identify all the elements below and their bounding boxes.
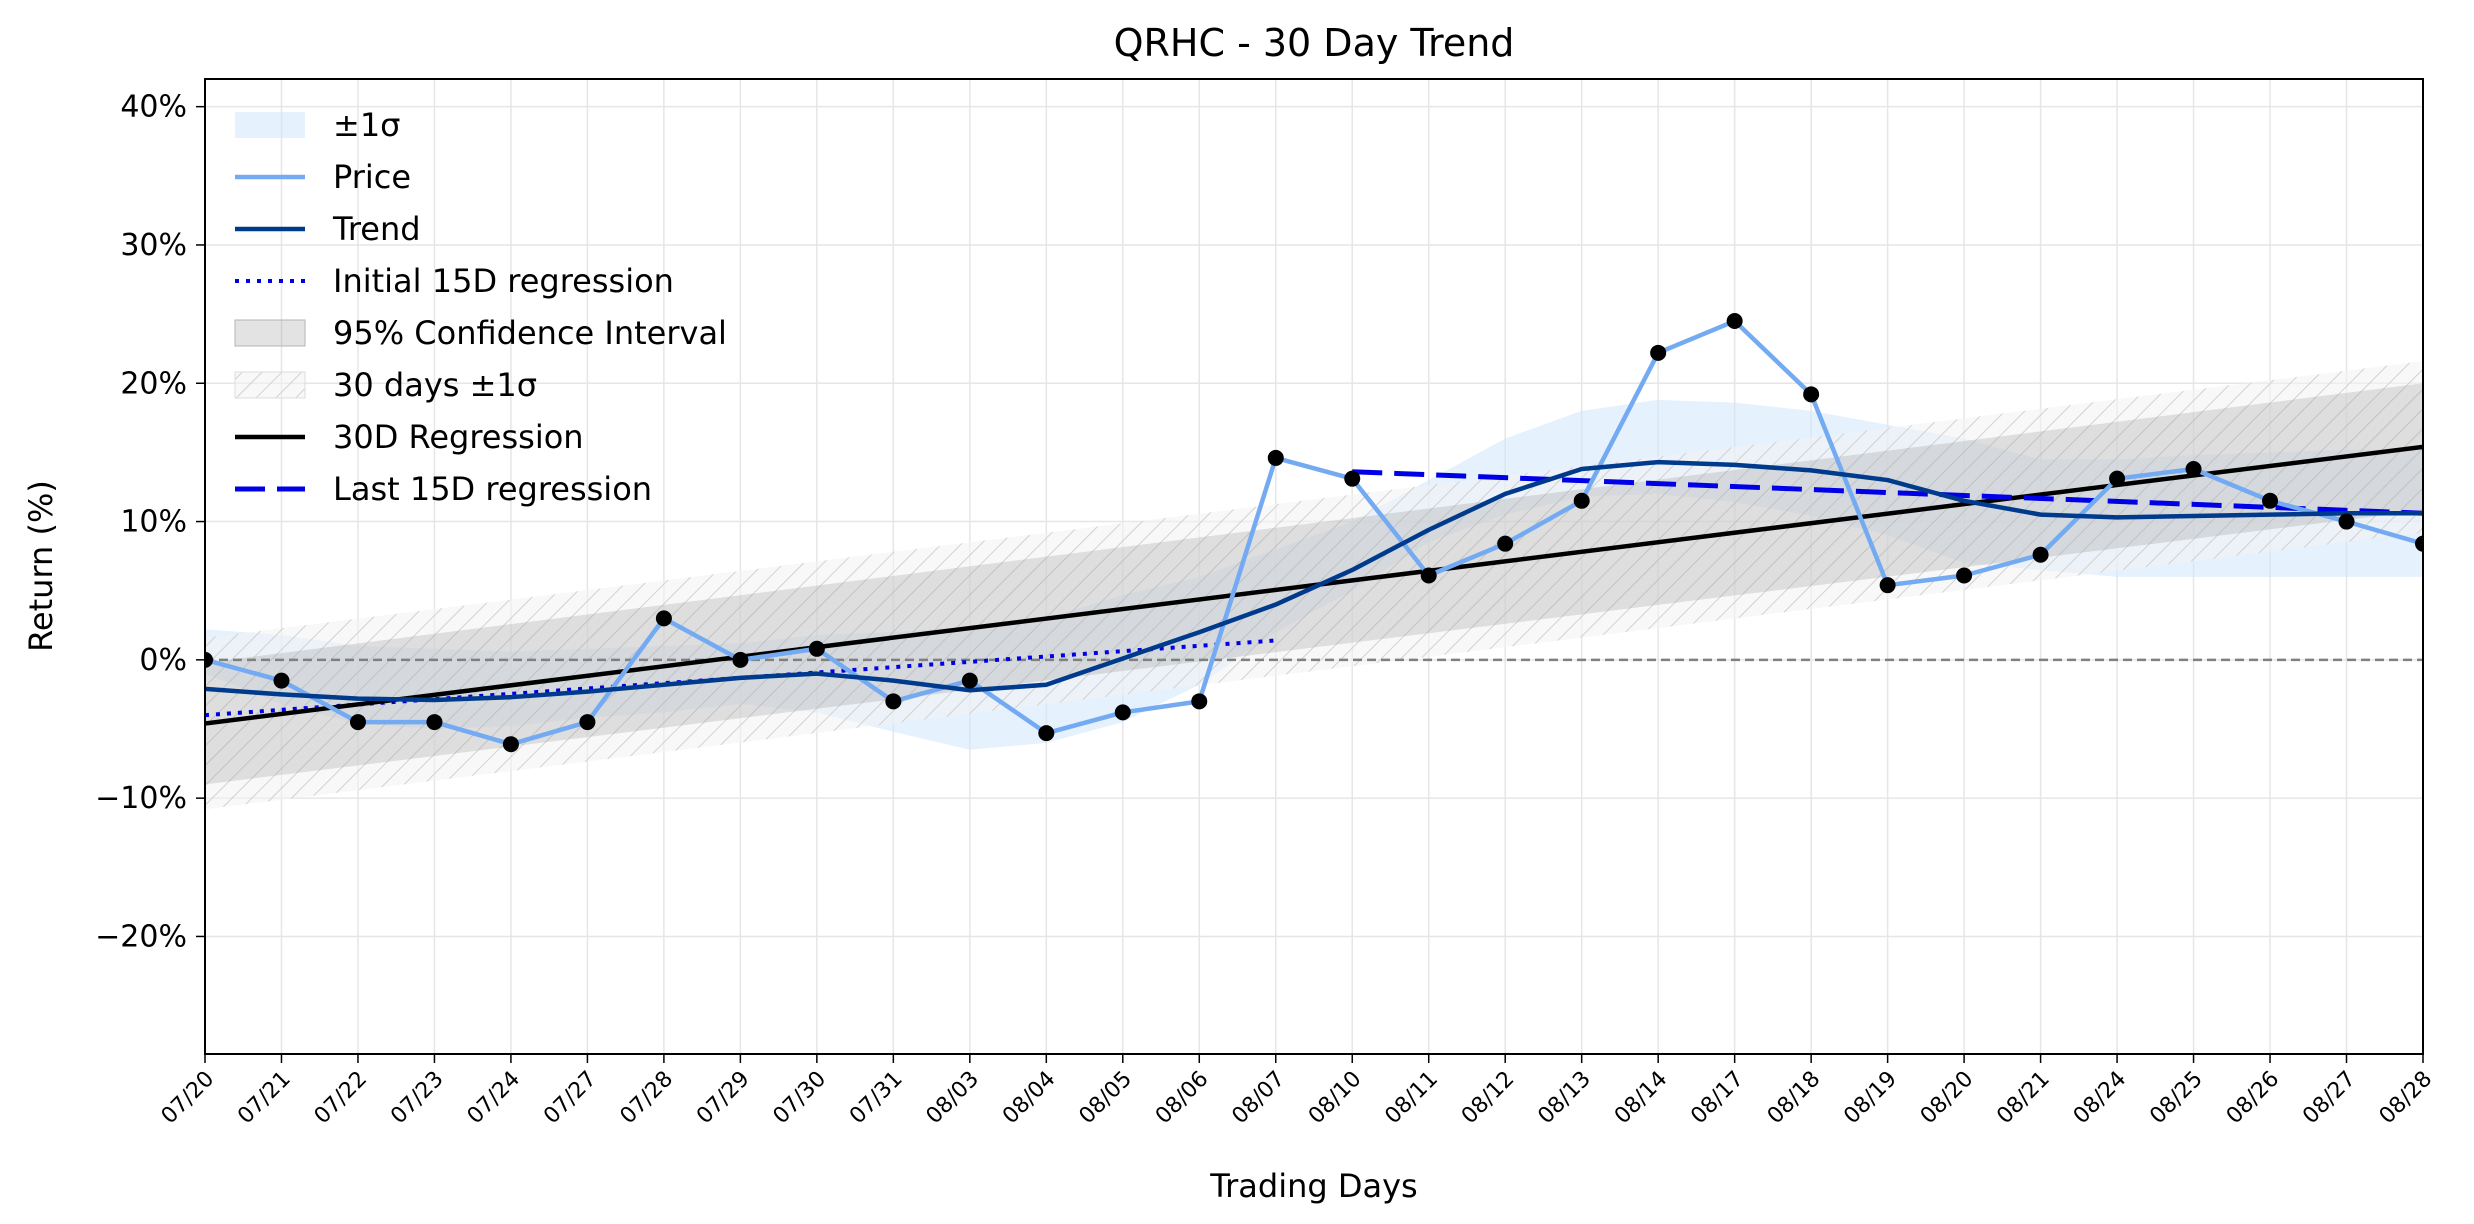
- price-point: [2338, 513, 2355, 530]
- y-axis-ticks: −20% −10% 0% 10% 20% 30% 40%: [95, 90, 205, 954]
- legend-label: 30D Regression: [333, 418, 584, 456]
- legend-swatch: [234, 371, 306, 399]
- y-tick-label: −10%: [95, 781, 187, 816]
- price-point: [1650, 344, 1667, 361]
- price-point: [502, 736, 519, 753]
- legend-label: ±1σ: [333, 106, 400, 144]
- legend-label: Initial 15D regression: [333, 262, 674, 300]
- price-point: [732, 651, 749, 668]
- price-point: [273, 672, 290, 689]
- price-point: [1114, 704, 1131, 721]
- legend: ±1σ Price Trend Initial 15D regression 95% C…: [234, 106, 727, 508]
- y-tick-label: 10%: [120, 505, 187, 540]
- y-tick-label: 40%: [120, 90, 187, 125]
- y-tick-label: 0%: [139, 643, 187, 678]
- last-15d-regression-line: [1352, 469, 2423, 516]
- price-point: [205, 651, 213, 668]
- plot-area: [205, 313, 2423, 810]
- price-point: [1267, 449, 1284, 466]
- legend-swatch: [234, 319, 306, 347]
- price-point: [808, 640, 825, 657]
- price-point: [1497, 535, 1514, 552]
- y-tick-label: −20%: [95, 919, 187, 954]
- trend-line: [205, 459, 2423, 703]
- legend-swatch-30d-hatch: [234, 371, 306, 399]
- legend-label: 30 days ±1σ: [333, 366, 537, 404]
- price-point: [1038, 725, 1055, 742]
- price-point: [1956, 567, 1973, 584]
- legend-label: Last 15D regression: [333, 470, 652, 508]
- price-point: [2415, 535, 2423, 552]
- price-point: [961, 672, 978, 689]
- price-point: [1726, 313, 1743, 330]
- price-point: [1420, 567, 1437, 584]
- x-axis-title: Trading Days: [1209, 1167, 1417, 1205]
- legend-label: Price: [333, 158, 411, 196]
- legend-swatch: [235, 112, 305, 138]
- y-tick-label: 30%: [120, 228, 187, 263]
- legend-swatch-sigma: [235, 112, 305, 138]
- y-axis-title: Return (%): [22, 480, 60, 652]
- price-point: [885, 693, 902, 710]
- legend-swatch-ci: [234, 319, 306, 347]
- price-point: [1191, 693, 1208, 710]
- price-point: [1573, 492, 1590, 509]
- y-tick-label: 20%: [120, 366, 187, 401]
- price-point: [2109, 470, 2126, 487]
- price-line: [205, 318, 2423, 747]
- price-point: [426, 714, 443, 731]
- price-point: [1803, 386, 1820, 403]
- price-point: [2185, 461, 2202, 477]
- price-point: [2032, 546, 2049, 563]
- price-point: [655, 610, 672, 627]
- legend-label: Trend: [332, 210, 421, 248]
- price-point: [349, 714, 366, 731]
- chart-title: QRHC - 30 Day Trend: [1114, 21, 1515, 65]
- price-point: [1344, 470, 1361, 487]
- price-point: [579, 714, 596, 731]
- price-point: [1879, 577, 1896, 594]
- legend-label: 95% Confidence Interval: [333, 314, 727, 352]
- price-point: [2262, 492, 2279, 509]
- plot-frame: [204, 78, 2424, 1055]
